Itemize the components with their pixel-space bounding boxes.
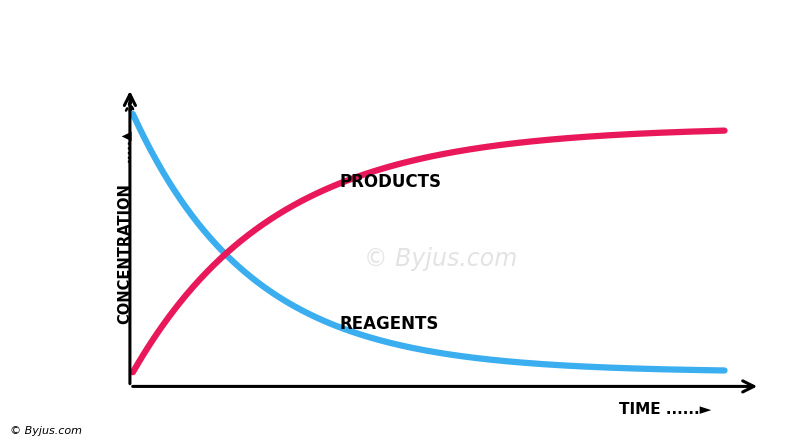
Text: .....▲: .....▲: [118, 128, 132, 162]
Text: TIME ......►: TIME ......►: [619, 402, 711, 417]
Text: © Byjus.com: © Byjus.com: [364, 247, 517, 271]
Text: PRODUCTS: PRODUCTS: [340, 173, 442, 191]
Text: © Byjus.com: © Byjus.com: [10, 426, 82, 436]
Text: CONCENTRATION: CONCENTRATION: [118, 183, 133, 324]
Text: REAGENTS: REAGENTS: [340, 315, 439, 333]
Text: RATE OF REACTION: RATE OF REACTION: [251, 18, 549, 46]
